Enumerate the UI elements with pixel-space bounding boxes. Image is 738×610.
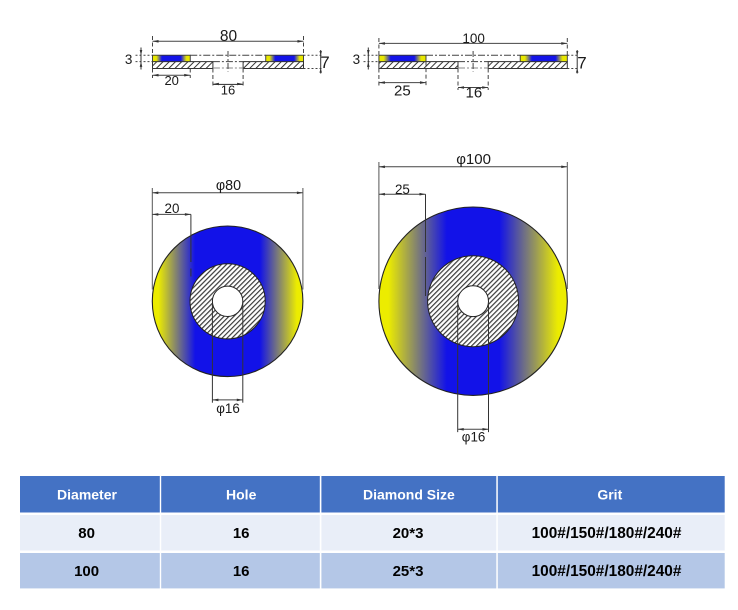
svg-text:20: 20 [165,201,180,216]
svg-text:20: 20 [164,73,178,88]
svg-text:16: 16 [466,85,483,102]
svg-text:φ16: φ16 [216,401,240,416]
svg-text:3: 3 [125,52,133,67]
svg-text:100#/150#/180#/240#: 100#/150#/180#/240# [532,525,682,542]
svg-text:80: 80 [220,28,238,45]
svg-text:80: 80 [78,525,95,542]
svg-text:φ16: φ16 [462,430,486,445]
svg-text:16: 16 [233,525,250,542]
svg-text:100#/150#/180#/240#: 100#/150#/180#/240# [532,563,682,580]
svg-text:Hole: Hole [226,486,257,502]
svg-text:3: 3 [353,52,361,67]
svg-text:φ80: φ80 [216,178,241,194]
svg-text:7: 7 [320,53,329,72]
svg-text:100: 100 [462,31,485,46]
svg-text:φ100: φ100 [456,151,491,168]
svg-text:16: 16 [233,563,250,580]
svg-text:Grit: Grit [597,486,622,502]
svg-text:25: 25 [395,182,410,197]
svg-text:Diameter: Diameter [57,486,117,502]
svg-text:16: 16 [221,82,235,97]
svg-text:25: 25 [394,82,411,99]
svg-text:25*3: 25*3 [393,563,424,580]
svg-text:Diamond Size: Diamond Size [363,486,455,502]
svg-text:20*3: 20*3 [393,525,424,542]
svg-text:7: 7 [577,53,586,72]
svg-text:100: 100 [74,563,99,580]
